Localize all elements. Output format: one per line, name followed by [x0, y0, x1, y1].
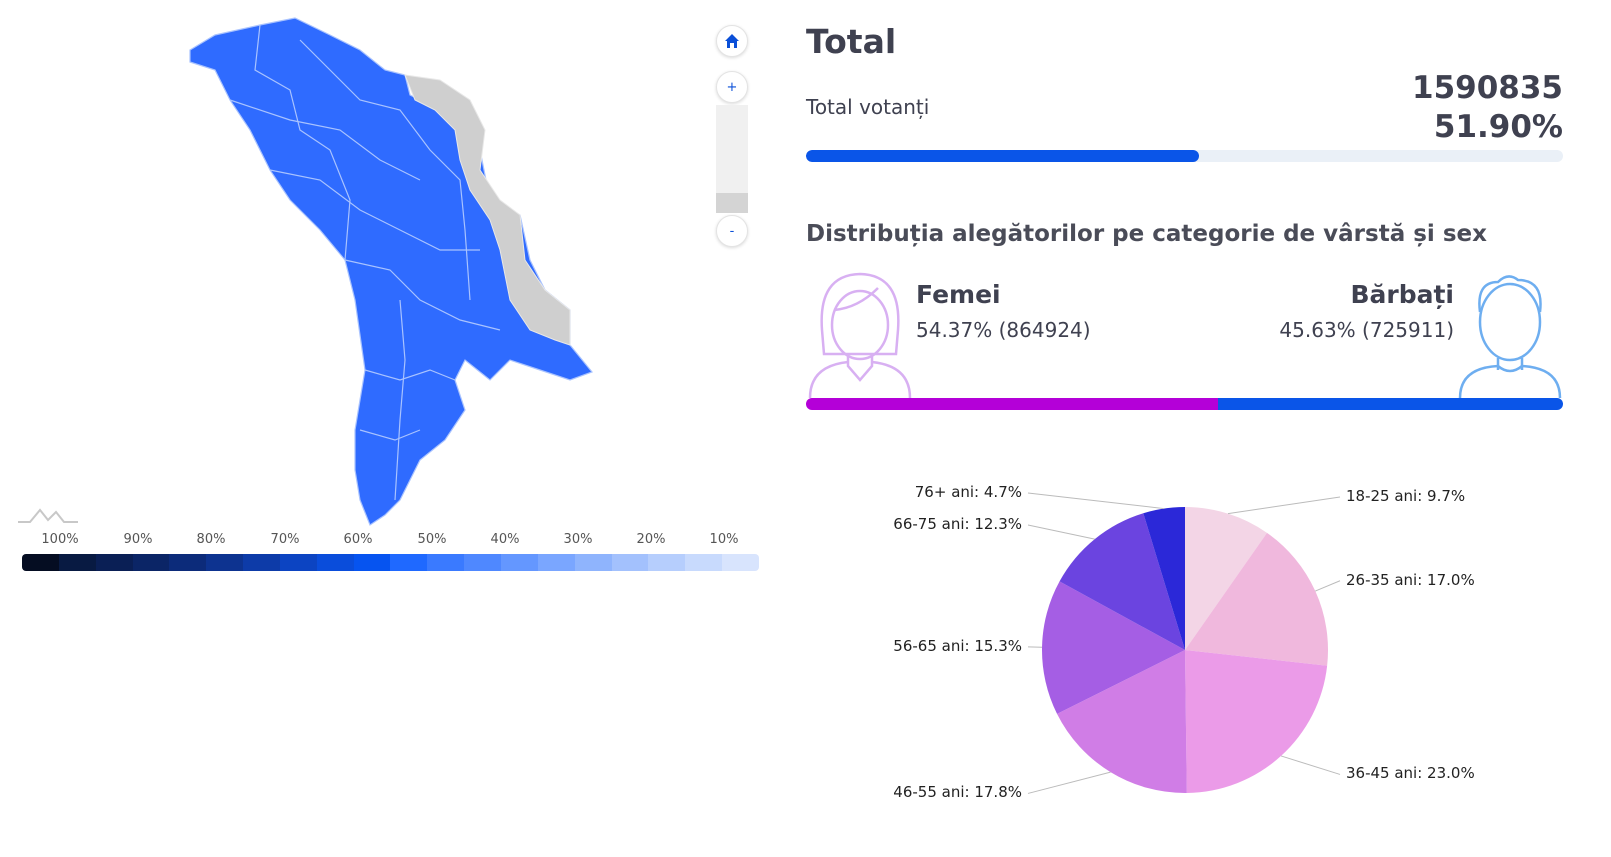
legend-swatch [279, 554, 317, 571]
male-ratio-fill [1217, 398, 1563, 410]
total-voters-percent: 51.90% [1433, 109, 1563, 145]
zoom-slider[interactable] [716, 105, 748, 213]
map-reset-icon[interactable] [18, 508, 78, 523]
legend-swatch [537, 554, 575, 571]
male-label: Bărbați [1350, 280, 1454, 309]
male-value: 45.63% (725911) [1279, 318, 1454, 342]
legend-swatch [611, 554, 649, 571]
pie-leader-line [1315, 580, 1341, 592]
legend-swatch [206, 554, 244, 571]
color-legend [22, 554, 759, 571]
legend-swatch [243, 554, 280, 571]
legend-swatch [427, 554, 465, 571]
turnout-progress-fill [806, 150, 1199, 162]
legend-swatch [722, 554, 759, 571]
legend-swatch [390, 554, 428, 571]
legend-label: 100% [41, 532, 79, 547]
legend-swatch [316, 554, 354, 571]
pie-label: 36-45 ani: 23.0% [1346, 764, 1475, 783]
legend-label: 10% [709, 532, 739, 547]
pie-slice[interactable] [1185, 532, 1328, 666]
legend-swatch [574, 554, 612, 571]
turnout-progress-bar [806, 150, 1563, 162]
pie-label: 46-55 ani: 17.8% [893, 783, 1022, 802]
legend-swatch [58, 554, 96, 571]
male-avatar-icon [1458, 275, 1562, 398]
legend-swatch [22, 554, 59, 571]
female-ratio-fill [806, 398, 1218, 410]
distribution-heading: Distribuția alegătorilor pe categorie de… [806, 221, 1487, 247]
female-avatar-icon [808, 272, 912, 398]
pie-leader-line [1027, 771, 1111, 794]
female-label: Femei [916, 280, 1001, 309]
moldova-map[interactable] [0, 0, 780, 530]
legend-label: 20% [636, 532, 666, 547]
legend-swatch [132, 554, 170, 571]
gender-ratio-bar [806, 398, 1563, 410]
legend-label: 50% [417, 532, 447, 547]
legend-label: 60% [343, 532, 373, 547]
home-button[interactable] [716, 25, 748, 57]
legend-swatch [464, 554, 501, 571]
pie-slice[interactable] [1185, 507, 1268, 650]
pie-slice[interactable] [1057, 650, 1187, 793]
map-region-transnistria[interactable] [404, 74, 571, 346]
pie-label: 18-25 ani: 9.7% [1346, 487, 1466, 505]
page-title: Total [806, 22, 897, 61]
legend-label: 80% [196, 532, 226, 547]
zoom-in-button[interactable]: + [716, 71, 748, 103]
home-icon [725, 34, 739, 48]
pie-slice[interactable] [1042, 581, 1185, 714]
legend-swatch [169, 554, 207, 571]
legend-label: 70% [270, 532, 300, 547]
zoom-out-button[interactable]: - [716, 215, 748, 247]
map-region-borders [229, 24, 501, 501]
legend-label: 40% [490, 532, 520, 547]
pie-label: 56-65 ani: 15.3% [893, 636, 1022, 655]
legend-swatch [648, 554, 686, 571]
total-voters-count: 1590835 [1412, 70, 1563, 106]
legend-swatch [685, 554, 723, 571]
pie-slice[interactable] [1059, 513, 1185, 650]
female-value: 54.37% (864924) [916, 318, 1091, 342]
pie-leader-line [1027, 524, 1095, 540]
pie-leader-line [1227, 496, 1341, 515]
legend-swatch [95, 554, 133, 571]
legend-swatch [353, 554, 391, 571]
pie-slice[interactable] [1185, 650, 1328, 793]
legend-label: 90% [123, 532, 153, 547]
legend-label: 30% [563, 532, 593, 547]
pie-leader-line [1027, 492, 1164, 510]
pie-label: 26-35 ani: 17.0% [1346, 570, 1475, 589]
total-voters-label: Total votanți [806, 95, 930, 119]
zoom-slider-thumb[interactable] [716, 193, 748, 213]
pie-leader-line [1280, 755, 1341, 775]
pie-slice[interactable] [1143, 507, 1185, 650]
pie-label: 76+ ani: 4.7% [914, 483, 1022, 501]
pie-label: 66-75 ani: 12.3% [893, 515, 1022, 533]
legend-swatch [500, 554, 538, 571]
